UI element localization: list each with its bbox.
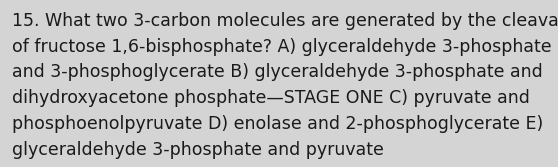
Text: dihydroxyacetone phosphate—STAGE ONE C) pyruvate and: dihydroxyacetone phosphate—STAGE ONE C) … xyxy=(12,89,530,107)
Text: and 3-phosphoglycerate B) glyceraldehyde 3-phosphate and: and 3-phosphoglycerate B) glyceraldehyde… xyxy=(12,63,543,81)
Text: 15. What two 3-carbon molecules are generated by the cleavage: 15. What two 3-carbon molecules are gene… xyxy=(12,12,558,30)
Text: phosphoenolpyruvate D) enolase and 2-phosphoglycerate E): phosphoenolpyruvate D) enolase and 2-pho… xyxy=(12,115,543,133)
Text: of fructose 1,6-bisphosphate? A) glyceraldehyde 3-phosphate: of fructose 1,6-bisphosphate? A) glycera… xyxy=(12,38,552,56)
Text: glyceraldehyde 3-phosphate and pyruvate: glyceraldehyde 3-phosphate and pyruvate xyxy=(12,141,384,159)
